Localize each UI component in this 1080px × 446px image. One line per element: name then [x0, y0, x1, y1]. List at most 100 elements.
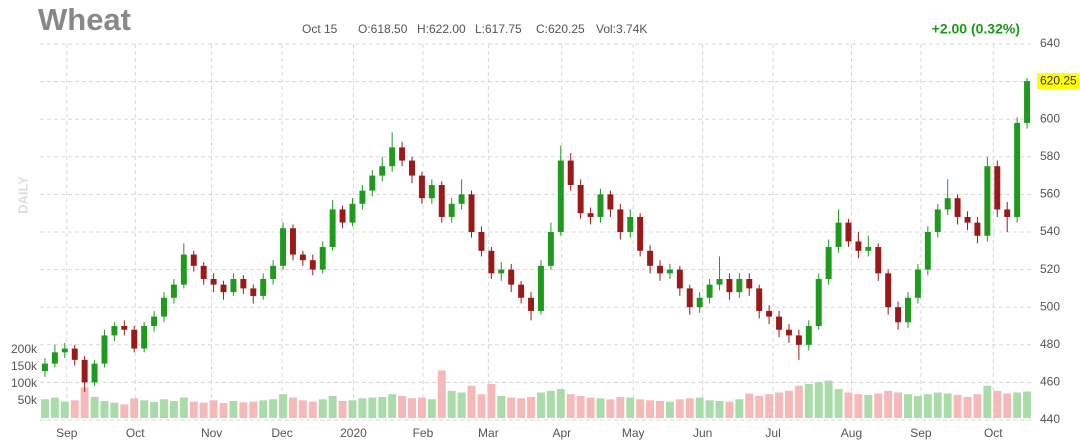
candle-body [220, 284, 227, 293]
candle-body [71, 348, 78, 360]
volume-bar [943, 393, 952, 418]
volume-bar [110, 402, 119, 418]
volume-bar [626, 397, 635, 418]
volume-bar [705, 400, 714, 418]
volume-bar [358, 398, 367, 418]
volume-bar [219, 403, 228, 418]
candle-body [498, 269, 505, 274]
volume-bar [646, 400, 655, 418]
volume-bar [804, 384, 813, 418]
candle-body [528, 297, 535, 311]
volume-bar [150, 402, 159, 418]
volume-tick-label: 100k [11, 376, 38, 390]
chart-title: Wheat [38, 2, 131, 37]
candle-body [418, 175, 425, 199]
y-tick-label: 520 [1040, 262, 1060, 276]
y-tick-label: 560 [1040, 187, 1060, 201]
volume-bar [834, 389, 843, 418]
x-tick-label: Dec [271, 426, 292, 440]
volume-bar [417, 397, 426, 418]
volume-bar [497, 395, 506, 418]
candle-body [845, 222, 852, 242]
candle-body [240, 279, 247, 289]
x-tick-label: Nov [201, 426, 222, 440]
candle-body [508, 269, 515, 285]
volume-bar [963, 396, 972, 418]
candle-body [41, 363, 48, 372]
volume-bar [923, 394, 932, 418]
x-tick-label: Mar [478, 426, 499, 440]
volume-tick-label: 200k [11, 342, 38, 356]
candle-body [200, 265, 207, 279]
candle-body [855, 241, 862, 251]
candle-body [607, 194, 614, 210]
x-tick-label: Jul [765, 426, 780, 440]
volume-bar [427, 399, 436, 418]
y-tick-label: 500 [1040, 299, 1060, 313]
volume-bar [259, 400, 268, 418]
candle-body [905, 297, 911, 323]
candle-body [448, 203, 455, 217]
candle-body [409, 160, 415, 176]
candle-body [865, 247, 872, 251]
candle-body [716, 279, 723, 285]
y-tick-label: 580 [1040, 149, 1060, 163]
candle-body [180, 254, 187, 285]
volume-bar [715, 401, 724, 418]
volume-bar [854, 394, 863, 418]
side-label: DAILY [15, 176, 30, 214]
candle-body [161, 297, 167, 317]
candle-body [637, 216, 644, 251]
volume-bar [665, 401, 674, 418]
volume-bar [904, 394, 912, 418]
volume-bar [487, 384, 496, 418]
candle-body [736, 279, 743, 293]
volume-bar [60, 401, 69, 418]
volume-bar [130, 398, 139, 418]
change: +2.00 (0.32%) [932, 21, 1020, 37]
candle-body [230, 279, 237, 293]
volume-bar [784, 390, 793, 418]
y-tick-label: 640 [1040, 36, 1060, 50]
volume-bar [765, 394, 774, 418]
volume-bar [70, 400, 79, 418]
volume-bar [318, 399, 327, 418]
candle-body [131, 329, 138, 349]
volume-bar [398, 395, 407, 418]
candle-body [289, 228, 296, 255]
info-volume: Vol:3.74K [596, 22, 647, 36]
candle-body [895, 307, 902, 323]
candle-body [339, 209, 346, 223]
volume-bar [983, 385, 992, 418]
candle-body [468, 194, 475, 232]
last-price-badge [1037, 73, 1079, 90]
candle-body [260, 279, 267, 296]
x-tick-label: 2020 [340, 426, 367, 440]
candle-body [250, 288, 257, 296]
candle-body [299, 254, 306, 261]
volume-bar [735, 399, 744, 418]
candle-body [914, 269, 921, 298]
volume-bar [368, 397, 377, 418]
x-tick-label: Apr [552, 426, 571, 440]
x-tick-label: Jun [693, 426, 712, 440]
volume-bar [814, 382, 823, 418]
candle-body [389, 147, 396, 167]
candle-body [518, 284, 525, 298]
candle-body [557, 160, 564, 232]
candle-body [190, 254, 197, 266]
candle-body [875, 247, 882, 274]
candle-body [359, 190, 366, 204]
info-date: Oct 15 [302, 22, 338, 36]
volume-bar [616, 396, 625, 418]
candle-body [766, 310, 773, 317]
candle-body [746, 279, 753, 289]
volume-bar [249, 401, 258, 418]
volume-bar [120, 404, 129, 418]
candle-body [428, 185, 435, 199]
candle-body [617, 209, 624, 232]
candle-body [1024, 81, 1031, 123]
candle-body [776, 316, 783, 330]
candle-body [795, 335, 802, 345]
candle-body [587, 213, 594, 217]
